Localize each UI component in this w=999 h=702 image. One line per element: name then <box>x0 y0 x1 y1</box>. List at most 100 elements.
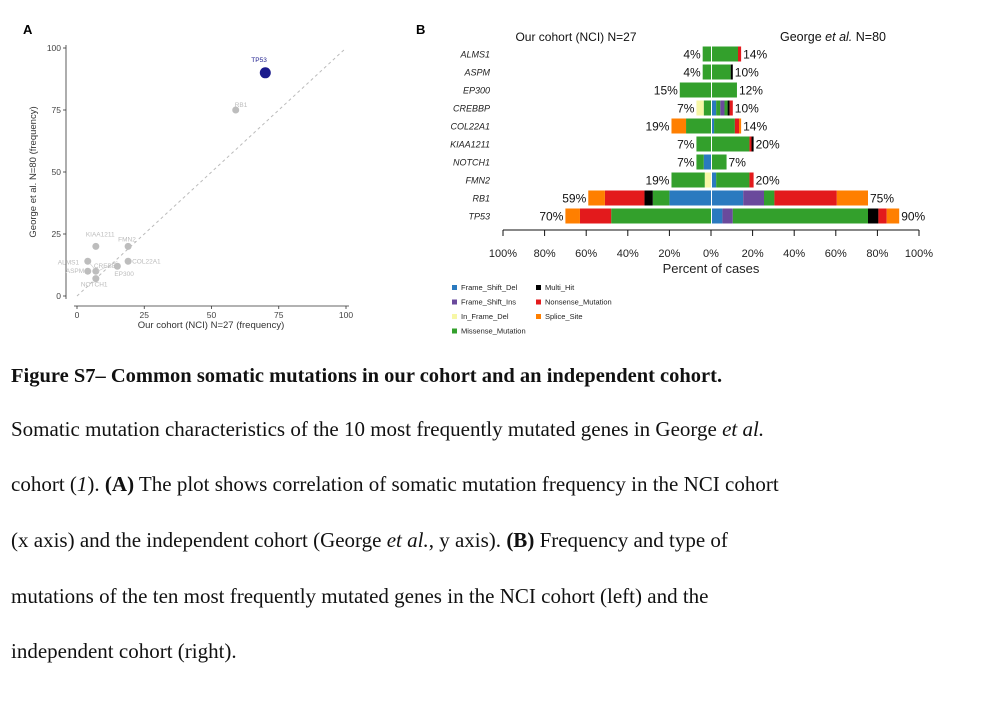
legend-label-frame_shift_del: Frame_Shift_Del <box>461 283 518 292</box>
bar-right-notch1-missense_mutation <box>712 154 727 170</box>
bar-left-tp53-missense_mutation <box>611 208 711 224</box>
scatter-point-label-rb1: RB1 <box>235 102 248 109</box>
bar-x-tick-label: 0% <box>703 248 719 260</box>
bar-right-tp53-nonsense_mutation <box>878 208 887 224</box>
figure-s7: A 0 25 50 75 100 0 25 50 75 100 TP53 RB1 KIAA1211 FM… <box>0 0 999 345</box>
caption-line: mutations of the ten most frequently mut… <box>11 584 971 609</box>
bar-x-tick-label: 40% <box>617 248 639 260</box>
bar-left-rb1-frame_shift_del <box>669 190 711 206</box>
bar-right-col22a1-nonsense_mutation <box>734 118 740 134</box>
scatter-x-axis-label: Our cohort (NCI) N=27 (frequency) <box>138 320 285 331</box>
scatter-point-label-ep300: EP300 <box>114 271 134 278</box>
label-leader-line <box>97 261 118 272</box>
bar-left-tp53-nonsense_mutation <box>579 208 612 224</box>
bar-right-value-col22a1: 14% <box>743 120 767 134</box>
caption-text: ). <box>87 472 105 496</box>
bar-left-value-kiaa1211: 7% <box>677 138 695 152</box>
bar-left-value-col22a1: 19% <box>645 120 669 134</box>
bar-right-fmn2-nonsense_mutation <box>749 172 754 188</box>
bar-left-kiaa1211-missense_mutation <box>696 136 711 152</box>
bar-right-crebbp-multi_hit <box>727 100 730 116</box>
caption-text: et al. <box>722 417 765 441</box>
scatter-x-tick-label: 100 <box>339 310 353 320</box>
caption-text: et al. <box>386 528 429 552</box>
gene-label-kiaa1211: KIAA1211 <box>450 140 490 150</box>
bar-right-value-notch1: 7% <box>729 156 747 170</box>
gene-label-ep300: EP300 <box>463 86 490 96</box>
bar-right-tp53-frame_shift_ins <box>722 208 733 224</box>
scatter-y-tick-label: 0 <box>56 291 61 301</box>
bar-x-tick-label: 40% <box>783 248 805 260</box>
bar-left-value-notch1: 7% <box>677 156 695 170</box>
caption-text: 1 <box>76 472 88 496</box>
bar-right-tp53-frame_shift_del <box>712 208 723 224</box>
bar-left-rb1-multi_hit <box>644 190 653 206</box>
figure-caption-title: Figure S7– Common somatic mutations in o… <box>11 365 723 387</box>
panel-a-scatter: A 0 25 50 75 100 0 25 50 75 100 TP53 RB1 KIAA1211FM… <box>23 22 353 331</box>
bar-left-value-aspm: 4% <box>683 66 701 80</box>
identity-reference-line <box>76 47 347 297</box>
bar-left-aspm-missense_mutation <box>702 64 711 80</box>
scatter-y-tick-label: 100 <box>47 43 61 53</box>
bar-right-value-fmn2: 20% <box>756 174 780 188</box>
caption-text: Frequency and type of <box>534 528 728 552</box>
scatter-point-fmn2 <box>124 242 132 250</box>
legend-label-splice_site: Splice_Site <box>545 312 583 321</box>
bar-left-rb1-nonsense_mutation <box>604 190 645 206</box>
bar-right-col22a1-frame_shift_del <box>712 118 715 134</box>
bar-right-rb1-missense_mutation <box>764 190 775 206</box>
legend-swatch-frame_shift_ins <box>452 299 457 305</box>
gene-label-fmn2: FMN2 <box>466 176 491 186</box>
scatter-point-label-aspm: ASPM <box>66 268 84 275</box>
bar-right-crebbp-missense_mutation <box>724 100 728 116</box>
bar-right-kiaa1211-nonsense_mutation <box>749 136 752 152</box>
legend-swatch-multi_hit <box>536 285 541 290</box>
bar-right-value-aspm: 10% <box>735 66 759 80</box>
bar-right-value-ep300: 12% <box>739 84 763 98</box>
bar-left-value-alms1: 4% <box>683 48 701 62</box>
bar-left-notch1-missense_mutation <box>696 154 704 170</box>
bar-right-crebbp-missense_mutation <box>716 100 721 116</box>
caption-text: independent cohort (right). <box>11 639 237 663</box>
bar-right-rb1-frame_shift_ins <box>743 190 764 206</box>
caption-line: (x axis) and the independent cohort (Geo… <box>11 528 971 553</box>
scatter-point-col22a1 <box>124 257 132 265</box>
bar-x-tick-label: 60% <box>825 248 847 260</box>
scatter-x-tick-label: 75 <box>274 310 284 320</box>
bar-left-value-tp53: 70% <box>539 210 563 224</box>
bar-left-crebbp-in_frame_del <box>696 100 704 116</box>
caption-line: independent cohort (right). <box>11 639 971 664</box>
bar-right-value-crebbp: 10% <box>735 102 759 116</box>
caption-text: (A) <box>104 472 135 496</box>
scatter-x-tick-label: 25 <box>140 310 150 320</box>
scatter-point-aspm <box>84 267 92 275</box>
scatter-point-kiaa1211 <box>92 242 100 250</box>
caption-text: (B) <box>506 528 535 552</box>
gene-label-rb1: RB1 <box>472 194 490 204</box>
legend-swatch-splice_site <box>536 314 541 319</box>
bar-right-ep300-missense_mutation <box>712 82 737 98</box>
gene-label-col22a1: COL22A1 <box>450 122 490 132</box>
caption-line: Somatic mutation characteristics of the … <box>11 417 971 442</box>
legend-label-frame_shift_ins: Frame_Shift_Ins <box>461 298 516 307</box>
bar-right-tp53-missense_mutation <box>732 208 868 224</box>
bar-right-col22a1-splice_site <box>739 118 742 134</box>
bar-right-alms1-missense_mutation <box>712 46 738 62</box>
legend-swatch-frame_shift_del <box>452 285 457 290</box>
right-cohort-title: George et al. N=80 <box>780 30 886 44</box>
legend-swatch-nonsense_mutation <box>536 299 541 305</box>
bar-x-tick-label: 80% <box>866 248 888 260</box>
bar-right-rb1-frame_shift_del <box>712 190 744 206</box>
legend-label-missense_mutation: Missense_Mutation <box>461 327 526 336</box>
bar-right-crebbp-nonsense_mutation <box>729 100 733 116</box>
scatter-point-notch1 <box>92 275 100 283</box>
bar-right-crebbp-frame_shift_del <box>712 100 717 116</box>
mutation-legend: Frame_Shift_Del Frame_Shift_Ins In_Frame_D… <box>452 283 612 336</box>
bar-right-rb1-nonsense_mutation <box>774 190 837 206</box>
bar-left-rb1-splice_site <box>588 190 605 206</box>
bar-left-col22a1-missense_mutation <box>686 118 711 134</box>
bar-right-value-rb1: 75% <box>870 192 894 206</box>
scatter-y-tick-label: 25 <box>52 229 62 239</box>
left-cohort-title: Our cohort (NCI) N=27 <box>515 30 636 44</box>
